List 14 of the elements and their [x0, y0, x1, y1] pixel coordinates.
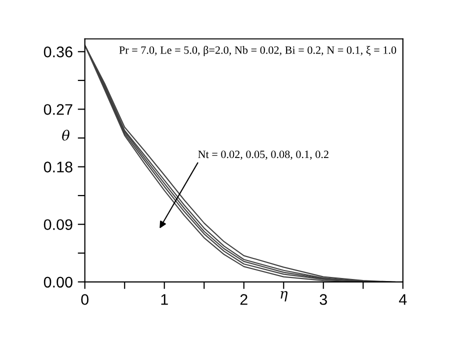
y-tick-label: 0.36 [44, 46, 72, 58]
x-axis-title: η [280, 291, 288, 302]
y-axis-title: θ [62, 130, 70, 141]
y-tick-label: 0.18 [44, 162, 72, 172]
x-tick-label: 0 [81, 294, 88, 305]
y-tick-label: 0.09 [44, 219, 72, 230]
x-tick-label: 1 [161, 294, 168, 305]
x-tick-label: 4 [399, 294, 407, 305]
y-tick-label: 0.00 [44, 276, 72, 288]
annotation: Pr = 7.0, Le = 5.0, β=2.0, Nb = 0.02, Bi = 0.2, N = 0.1, ξ = 1.0 [119, 46, 396, 56]
x-tick-label: 3 [320, 294, 327, 305]
y-tick-label: 0.27 [44, 104, 72, 115]
x-tick-label: 2 [240, 294, 248, 305]
annotation: Nt = 0.02, 0.05, 0.08, 0.1, 0.2 [198, 150, 328, 160]
